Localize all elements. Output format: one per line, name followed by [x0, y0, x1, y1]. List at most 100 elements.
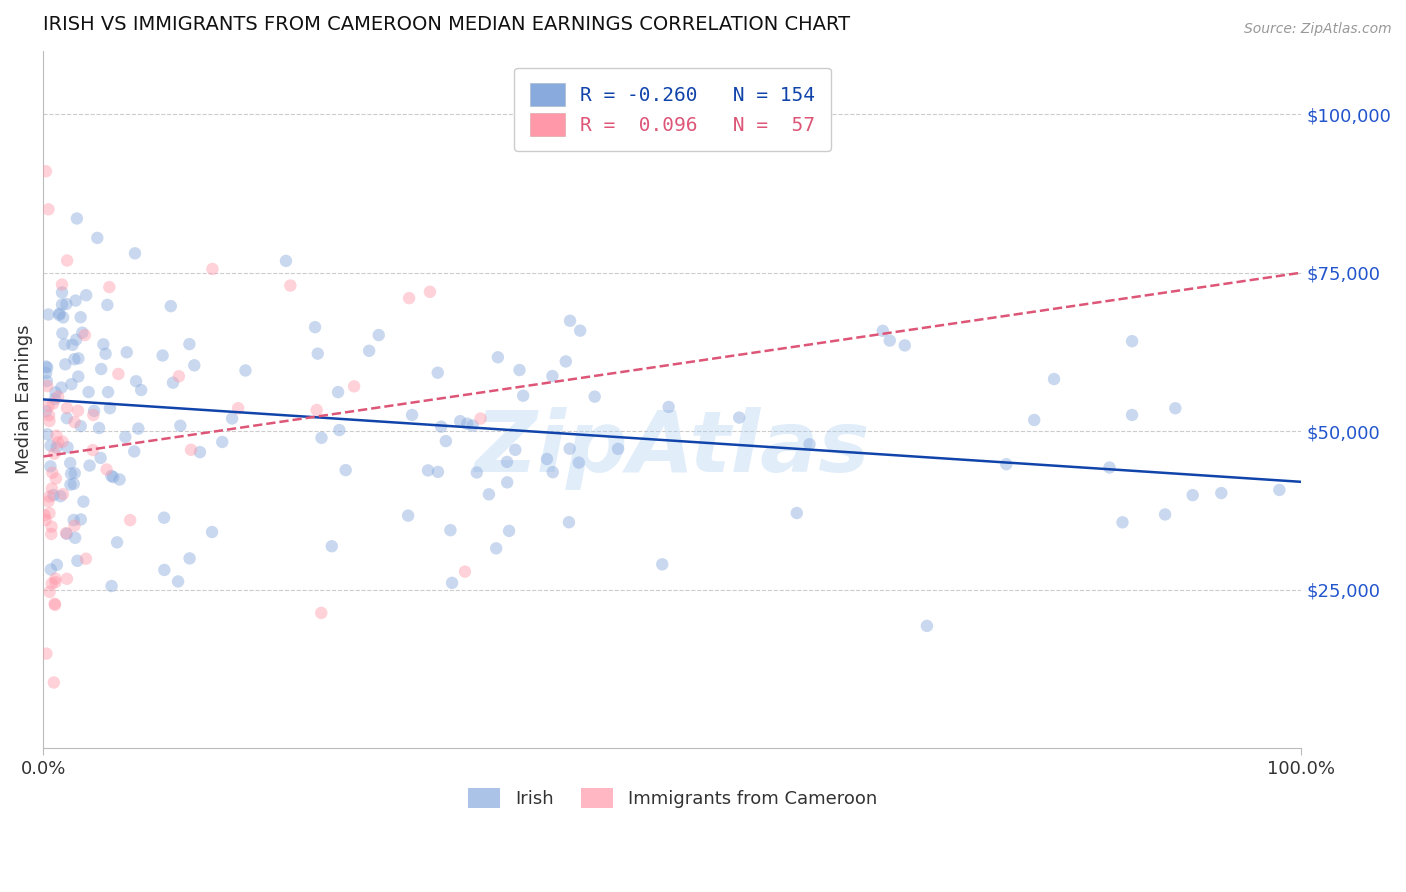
Point — [541, 369, 564, 384]
Point — [496, 455, 519, 469]
Legend: Irish, Immigrants from Cameroon: Irish, Immigrants from Cameroon — [461, 780, 884, 815]
Point — [51, 434, 73, 449]
Point — [51, 380, 73, 394]
Point — [416, 463, 439, 477]
Point — [441, 575, 464, 590]
Point — [159, 299, 181, 313]
Point — [77, 385, 100, 400]
Point — [39, 459, 62, 474]
Point — [44, 447, 66, 461]
Point — [304, 320, 326, 334]
Point — [1211, 486, 1233, 500]
Point — [343, 379, 366, 393]
Point — [66, 211, 89, 226]
Point — [45, 558, 67, 572]
Point — [34, 508, 56, 523]
Point — [1154, 508, 1177, 522]
Point — [44, 385, 66, 400]
Point — [51, 326, 73, 341]
Point — [152, 349, 174, 363]
Point — [69, 310, 91, 325]
Point — [125, 374, 148, 388]
Point — [45, 471, 67, 485]
Point — [79, 458, 101, 473]
Point — [103, 470, 125, 484]
Point — [122, 444, 145, 458]
Point — [456, 417, 478, 431]
Point — [44, 575, 66, 590]
Point — [449, 414, 471, 428]
Point — [311, 431, 333, 445]
Point — [307, 346, 329, 360]
Point — [38, 585, 60, 599]
Point — [65, 333, 87, 347]
Point — [37, 202, 59, 217]
Point — [401, 408, 423, 422]
Point — [37, 379, 59, 393]
Point — [167, 574, 190, 589]
Point — [56, 572, 79, 586]
Point — [1181, 488, 1204, 502]
Point — [44, 598, 66, 612]
Point — [62, 513, 84, 527]
Point — [651, 558, 673, 572]
Point — [508, 363, 530, 377]
Point — [37, 308, 59, 322]
Point — [94, 347, 117, 361]
Point — [536, 452, 558, 467]
Point — [63, 352, 86, 367]
Point — [309, 606, 332, 620]
Point — [129, 383, 152, 397]
Point — [39, 439, 62, 453]
Point — [211, 434, 233, 449]
Point — [67, 369, 90, 384]
Point — [1024, 413, 1046, 427]
Point — [37, 427, 59, 442]
Point — [461, 418, 484, 433]
Point — [478, 487, 501, 501]
Point — [73, 328, 96, 343]
Point — [90, 450, 112, 465]
Point — [305, 403, 328, 417]
Point — [188, 445, 211, 459]
Point — [83, 404, 105, 418]
Point — [221, 411, 243, 425]
Point — [335, 463, 357, 477]
Point — [35, 404, 58, 418]
Point — [38, 506, 60, 520]
Point — [512, 389, 534, 403]
Point — [65, 293, 87, 308]
Point — [426, 465, 449, 479]
Point — [42, 675, 65, 690]
Point — [41, 466, 63, 480]
Point — [56, 253, 79, 268]
Point — [799, 437, 821, 451]
Point — [470, 411, 492, 425]
Point — [86, 231, 108, 245]
Point — [35, 366, 58, 380]
Point — [879, 334, 901, 348]
Point — [1043, 372, 1066, 386]
Point — [35, 164, 58, 178]
Point — [66, 554, 89, 568]
Point — [46, 390, 69, 404]
Point — [98, 401, 121, 416]
Point — [59, 477, 82, 491]
Point — [59, 456, 82, 470]
Point — [39, 562, 62, 576]
Point — [42, 488, 65, 502]
Point — [108, 473, 131, 487]
Point — [45, 441, 67, 455]
Point — [56, 411, 79, 425]
Point — [396, 508, 419, 523]
Point — [38, 409, 60, 423]
Point — [1098, 460, 1121, 475]
Point — [568, 456, 591, 470]
Point — [56, 401, 79, 415]
Point — [115, 345, 138, 359]
Point — [328, 423, 350, 437]
Point — [179, 551, 201, 566]
Point — [541, 465, 564, 479]
Point — [439, 523, 461, 537]
Point — [38, 399, 60, 413]
